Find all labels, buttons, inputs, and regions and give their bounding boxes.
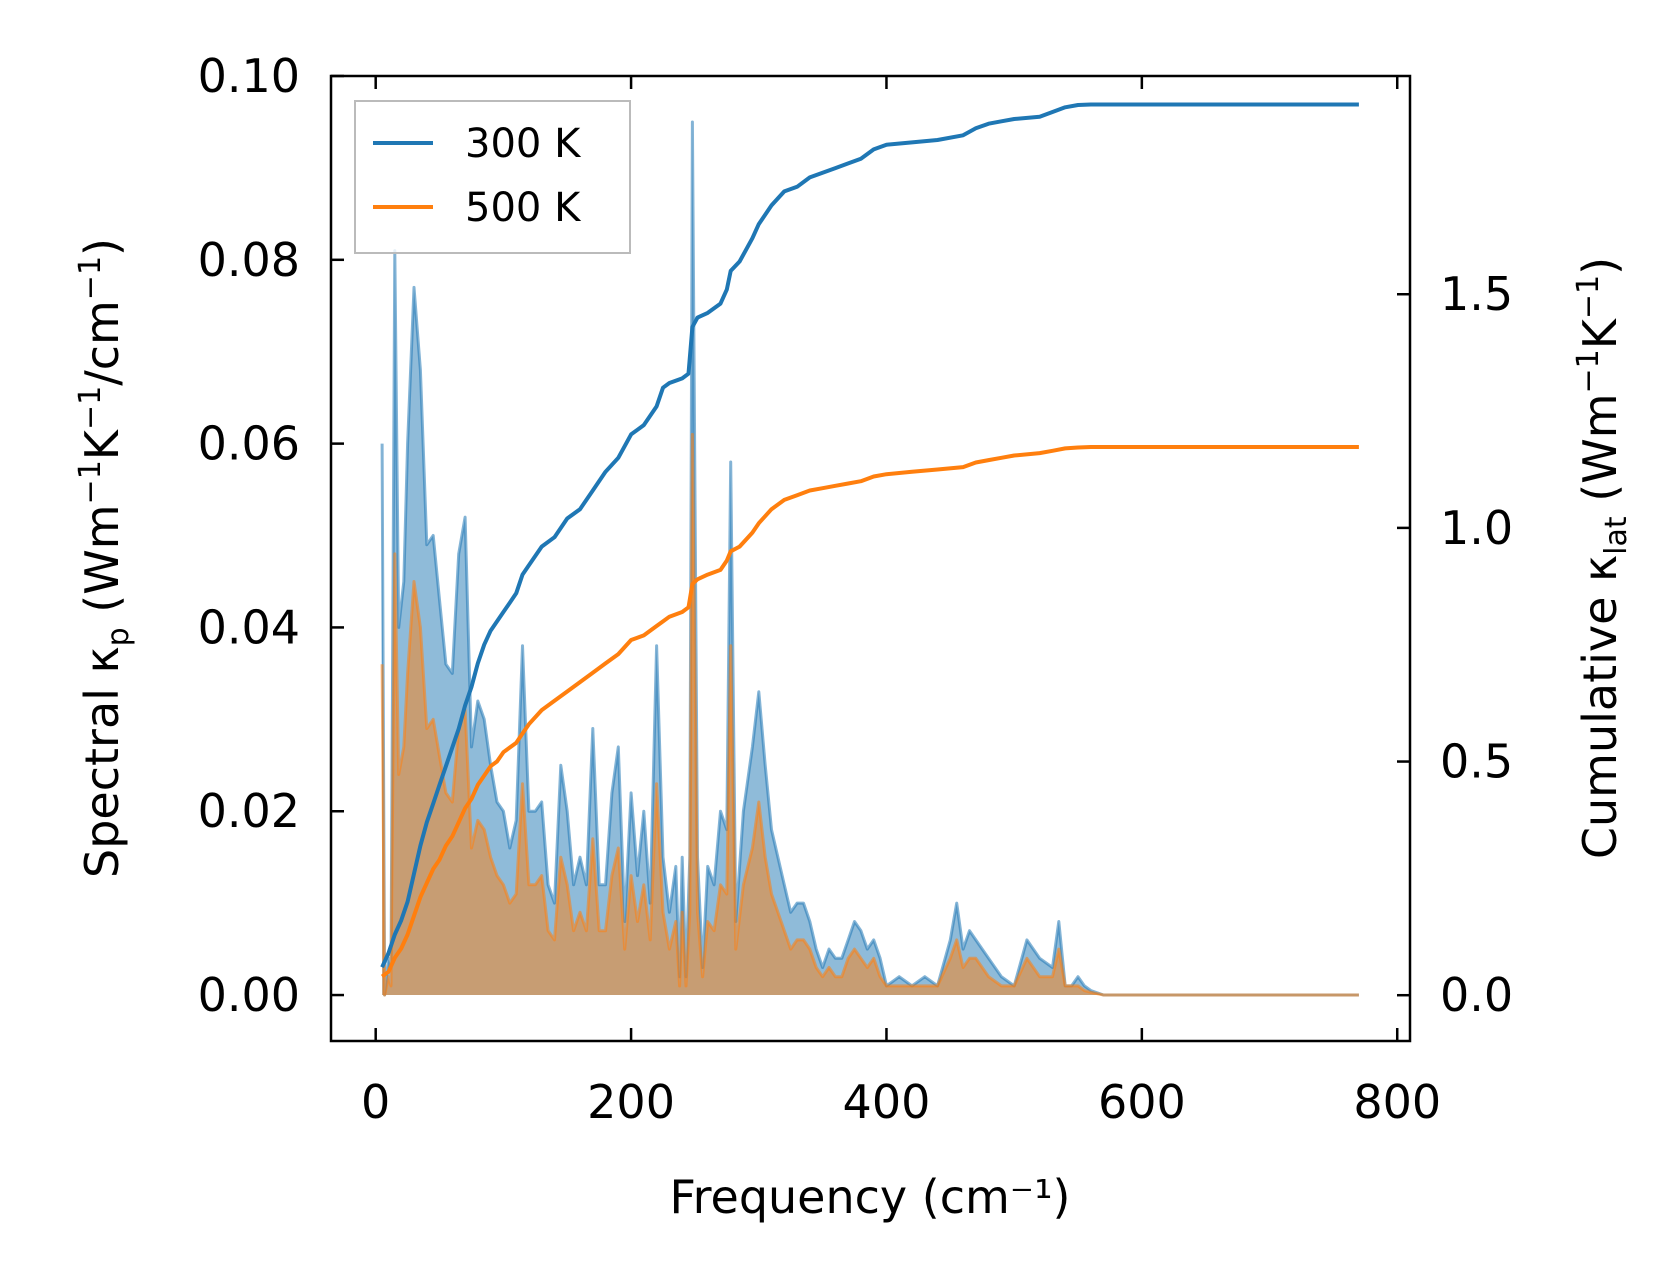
y-left-tick-label: 0.08 bbox=[198, 233, 300, 287]
legend-box bbox=[354, 100, 631, 254]
y-left-tick-label: 0.00 bbox=[198, 968, 300, 1022]
legend: 300 K 500 K bbox=[354, 100, 631, 254]
spectral-area-500k bbox=[382, 434, 1359, 995]
y-left-tick-label: 0.04 bbox=[198, 600, 300, 654]
spectral-fill-layer bbox=[380, 120, 1359, 997]
y-right-tick-label: 1.5 bbox=[1440, 267, 1513, 321]
x-tick-label: 800 bbox=[1353, 1075, 1441, 1129]
x-tick-label: 600 bbox=[1098, 1075, 1186, 1129]
spectral-outline-500k bbox=[380, 432, 1359, 997]
plot-frame bbox=[329, 74, 1412, 1043]
axis-ticks: 0 200 400 600 800 0.00 0.02 0.04 0.06 0.08 0.10 0.0… bbox=[198, 49, 1514, 1129]
legend-label-500k: 500 K bbox=[465, 185, 582, 231]
y-left-tick-label: 0.06 bbox=[198, 417, 300, 471]
x-axis-label: Frequency (cm⁻¹) bbox=[670, 1170, 1071, 1224]
y-right-tick-label: 0.5 bbox=[1440, 735, 1513, 789]
y-left-tick-label: 0.10 bbox=[198, 49, 300, 103]
x-tick-label: 400 bbox=[843, 1075, 931, 1129]
x-tick-label: 200 bbox=[587, 1075, 675, 1129]
x-tick-label: 0 bbox=[361, 1075, 390, 1129]
cumulative-line-layer bbox=[380, 102, 1359, 979]
y-left-tick-label: 0.02 bbox=[198, 784, 300, 838]
legend-label-300k: 300 K bbox=[465, 121, 582, 167]
cumulative-line-500k bbox=[380, 445, 1359, 979]
y-right-tick-label: 1.0 bbox=[1440, 501, 1513, 555]
cumulative-line-300k bbox=[380, 102, 1359, 969]
y-right-tick-label: 0.0 bbox=[1440, 968, 1513, 1022]
y-axis-right-label: Cumulative κlat (Wm−1K−1) bbox=[1571, 257, 1634, 859]
y-axis-left-label: Spectral κp (Wm−1K−1/cm−1) bbox=[73, 238, 136, 878]
